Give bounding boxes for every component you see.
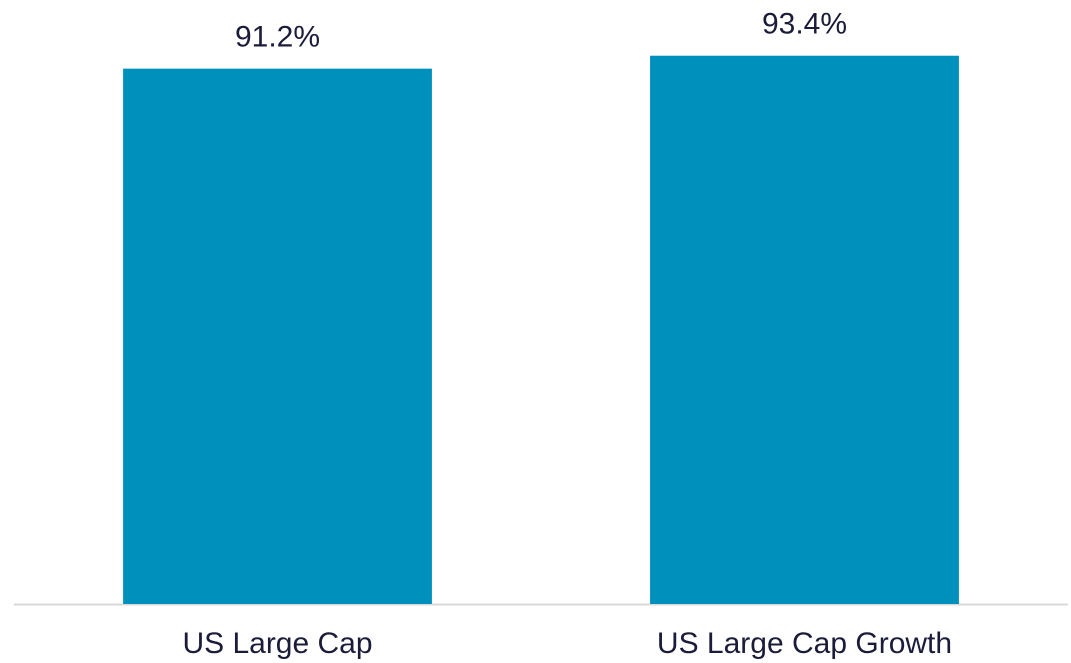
x-tick-label: US Large Cap (182, 627, 372, 660)
bar (650, 55, 959, 604)
value-label: 91.2% (235, 21, 320, 54)
bar (123, 68, 432, 604)
x-tick-label: US Large Cap Growth (657, 627, 952, 660)
value-label: 93.4% (762, 8, 847, 41)
